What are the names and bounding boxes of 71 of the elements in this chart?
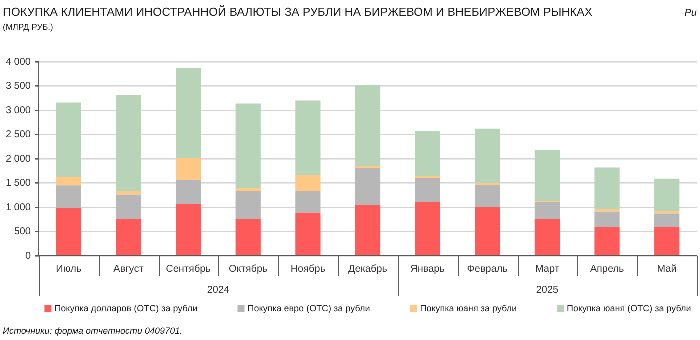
legend-label: Покупка юаня за рубли: [420, 303, 518, 314]
y-tick-label: 3 500: [6, 81, 32, 92]
bar: [534, 219, 560, 256]
bar: [654, 178, 680, 212]
bar: [594, 208, 620, 212]
bar: [296, 212, 321, 256]
bar: [176, 204, 202, 256]
bar: [415, 178, 440, 202]
x-tick-label: Сентябрь: [166, 264, 211, 275]
y-tick-label: 1 500: [6, 178, 32, 189]
legend-label: Покупка долларов (OTC) за рубли: [54, 303, 198, 314]
bar: [475, 128, 500, 184]
x-tick-label: Ноябрь: [290, 264, 326, 275]
y-tick-label: 2 500: [6, 130, 32, 140]
x-tick-label: Март: [535, 264, 560, 275]
bar: [355, 205, 381, 256]
y-tick-label: 0: [25, 250, 32, 262]
bar: [296, 191, 321, 213]
text: Ри: [684, 8, 698, 19]
bar: [534, 150, 560, 202]
bar: [176, 68, 202, 158]
x-tick-label: Июль: [56, 264, 82, 275]
bar: [594, 168, 620, 209]
text: Источники: форма отчетности 0409701.: [3, 326, 183, 336]
bar: [475, 208, 500, 256]
text: 2025: [536, 285, 560, 296]
y-tick-label: 500: [14, 226, 32, 238]
chart-subtitle: (МЛРД РУБ.): [3, 22, 54, 32]
legend-label: Покупка юаня (OTC) за рубли: [567, 303, 692, 314]
y-tick-label: 4 000: [6, 56, 32, 68]
bar: [116, 191, 142, 195]
bar: [56, 208, 82, 256]
bar: [56, 177, 82, 186]
bar: [296, 100, 321, 176]
bar: [594, 212, 620, 228]
y-tick-label: 3 000: [6, 105, 32, 116]
bar: [415, 176, 440, 178]
bar: [236, 219, 261, 256]
bar: [176, 158, 202, 180]
bar: [594, 227, 620, 256]
x-tick-label: Май: [657, 264, 677, 275]
bar: [415, 131, 440, 176]
bar: [654, 214, 680, 228]
bar: [56, 186, 82, 208]
text: 2024: [207, 285, 230, 296]
x-tick-label: Декабрь: [348, 264, 388, 275]
y-tick-label: 2 000: [6, 154, 32, 165]
bar: [415, 202, 440, 256]
legend-label: Покупка евро (OTC) за рубли: [248, 303, 370, 314]
x-tick-label: Январь: [410, 264, 445, 275]
x-tick-label: Апрель: [590, 264, 624, 275]
bar: [236, 188, 261, 192]
bar: [355, 168, 381, 206]
bar: [654, 227, 680, 256]
bar: [236, 191, 261, 220]
bar: [116, 219, 142, 256]
bar: [654, 211, 680, 214]
bar: [534, 202, 560, 220]
bar: [236, 104, 261, 188]
chart-title: ПОКУПКА КЛИЕНТАМИ ИНОСТРАННОЙ ВАЛЮТЫ ЗА РУБЛИ НА БИРЖЕВОМ И ВНЕБИРЖЕВОМ РЫНКАХ: [3, 5, 593, 19]
bar: [116, 194, 142, 220]
x-tick-label: Февраль: [467, 264, 508, 275]
bar: [56, 102, 82, 178]
x-tick-label: Август: [114, 264, 144, 275]
x-tick-label: Октябрь: [228, 264, 268, 275]
bar: [475, 185, 500, 208]
y-tick-label: 1 000: [6, 202, 32, 214]
bar: [355, 85, 381, 166]
bar: [296, 175, 321, 192]
bar: [176, 180, 202, 204]
bar: [116, 95, 142, 192]
